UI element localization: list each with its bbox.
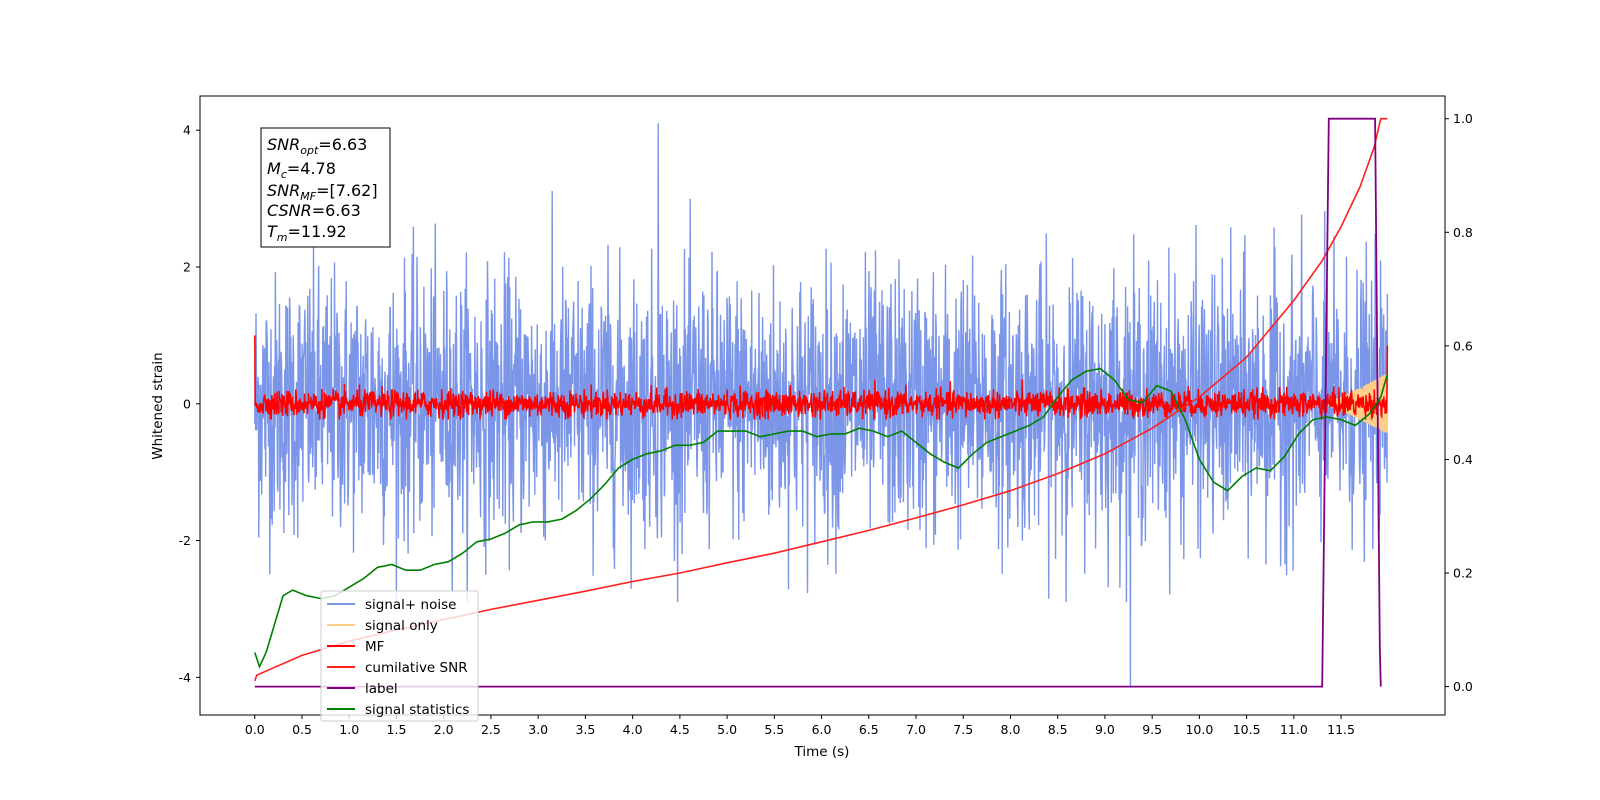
stats-line-snr-opt: SNRopt=6.63: [267, 135, 367, 157]
x-tick-label: 7.5: [953, 722, 973, 737]
x-tick-label: 6.0: [812, 722, 832, 737]
x-tick-label: 1.5: [387, 722, 407, 737]
axes-ticks: 0.0 0.5 1.0 1.5 2.0 2.5 3.0 3.5 4.0 4.5 5.0 5.5 6.0 6…: [179, 111, 1473, 737]
y-left-tick-label: 4: [183, 123, 191, 138]
y-right-tick-label: 0.4: [1453, 452, 1473, 467]
y-left-tick-label: 0: [183, 396, 191, 411]
x-tick-label: 11.5: [1327, 722, 1355, 737]
x-tick-label: 4.5: [670, 722, 690, 737]
y-right-tick-label: 1.0: [1453, 111, 1473, 126]
legend-frame: [320, 590, 479, 722]
series-signal-statistics: [254, 367, 1389, 669]
stats-box-frame: [260, 127, 391, 248]
x-tick-label: 2.0: [434, 722, 454, 737]
x-tick-label: 3.5: [575, 722, 595, 737]
y-left-tick-label: -2: [179, 533, 191, 548]
legend-label-cumulative-snr: cumilative SNR: [365, 660, 468, 676]
stats-line-csnr: CSNR=6.63: [267, 201, 361, 220]
x-tick-label: 3.0: [528, 722, 548, 737]
x-axis-label: Time (s): [794, 744, 850, 760]
y-right-tick-label: 0.0: [1453, 679, 1473, 694]
stats-line-snr-mf: SNRMF=[7.62]: [267, 181, 378, 203]
legend-label-label: label: [365, 681, 398, 697]
x-tick-label: 10.0: [1185, 722, 1213, 737]
x-tick-label: 7.0: [906, 722, 926, 737]
y-right-tick-label: 0.6: [1453, 338, 1473, 353]
x-tick-label: 8.5: [1048, 722, 1068, 737]
x-tick-label: 5.0: [717, 722, 737, 737]
x-tick-label: 2.5: [481, 722, 501, 737]
plot-frame: [199, 95, 1446, 716]
x-tick-label: 10.5: [1233, 722, 1261, 737]
x-tick-label: 9.0: [1095, 722, 1115, 737]
stats-line-mc: Mc=4.78: [267, 159, 336, 181]
stats-annotation-box: SNRopt=6.63 Mc=4.78 SNRMF=[7.62] CSNR=6.…: [260, 127, 391, 248]
y-axis-label-left: Whitened strain: [150, 352, 166, 459]
y-right-tick-label: 0.2: [1453, 566, 1473, 581]
y-left-tick-label: -4: [179, 670, 192, 685]
x-tick-label: 9.5: [1142, 722, 1162, 737]
series-label: [254, 117, 1382, 688]
y-right-tick-label: 0.8: [1453, 225, 1473, 240]
legend-label-signal-only: signal only: [365, 618, 438, 634]
legend: signal+ noise signal only MF cumilative …: [320, 590, 479, 722]
x-tick-label: 1.0: [339, 722, 359, 737]
legend-label-signal-statistics: signal statistics: [365, 702, 469, 718]
legend-label-mf: MF: [365, 639, 384, 655]
x-tick-label: 0.5: [292, 722, 312, 737]
x-tick-label: 6.5: [859, 722, 879, 737]
legend-label-signal-noise: signal+ noise: [365, 597, 456, 613]
series-mf: [254, 335, 1389, 421]
y-left-tick-label: 2: [183, 259, 191, 274]
x-tick-label: 4.0: [623, 722, 643, 737]
x-tick-label: 8.0: [1001, 722, 1021, 737]
x-tick-label: 11.0: [1280, 722, 1308, 737]
x-tick-label: 0.0: [245, 722, 265, 737]
stats-line-tm: Tm=11.92: [267, 222, 347, 244]
x-tick-label: 5.5: [764, 722, 784, 737]
